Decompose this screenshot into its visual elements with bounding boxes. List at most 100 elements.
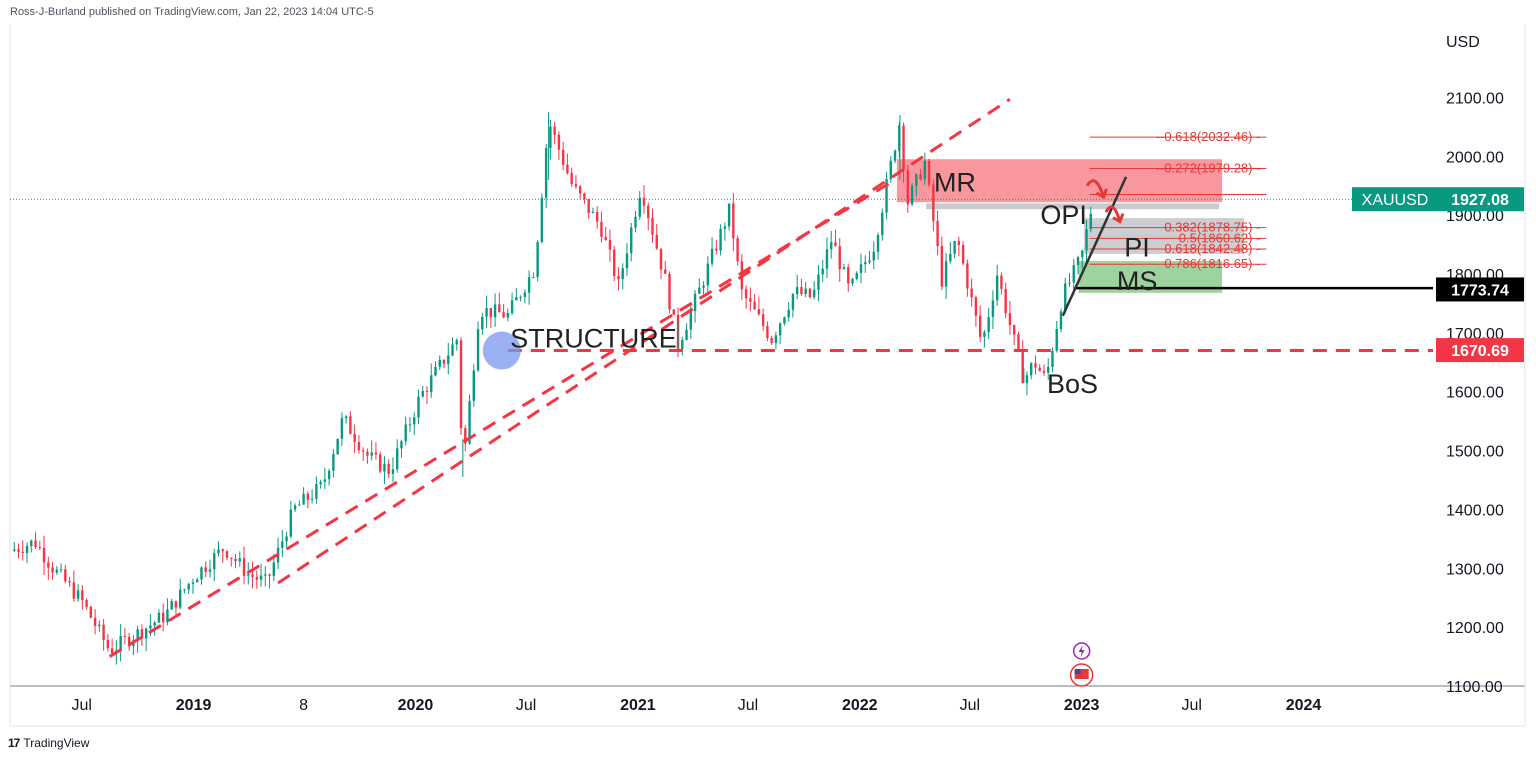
annotation-opi: OPI bbox=[1040, 200, 1087, 230]
candle-body bbox=[566, 164, 569, 174]
candle-body bbox=[578, 186, 582, 194]
candle-body bbox=[919, 174, 922, 180]
candle-body bbox=[983, 332, 986, 337]
candle-body bbox=[289, 509, 293, 537]
y-tick-label: 2000.00 bbox=[1446, 149, 1504, 166]
candle-body bbox=[255, 576, 258, 580]
candle-body bbox=[1055, 329, 1058, 351]
candle-body bbox=[732, 203, 735, 239]
candle-body bbox=[949, 253, 952, 262]
candle-body bbox=[838, 246, 841, 270]
candle-body bbox=[1072, 265, 1075, 283]
candle-body bbox=[85, 600, 88, 607]
candle-body bbox=[417, 396, 420, 418]
candle-body bbox=[217, 549, 220, 554]
price-label-bg bbox=[1436, 277, 1524, 302]
candle-body bbox=[187, 583, 190, 590]
annotation-pi: PI bbox=[1124, 232, 1150, 262]
candle-body bbox=[306, 493, 310, 500]
candle-body bbox=[302, 493, 305, 505]
y-tick-label: 1600.00 bbox=[1446, 385, 1504, 402]
candle-body bbox=[434, 366, 437, 376]
candle-body bbox=[1042, 370, 1046, 373]
candle-body bbox=[1030, 363, 1033, 376]
candle-body bbox=[51, 567, 54, 573]
candle-body bbox=[685, 329, 688, 341]
candle-body bbox=[374, 452, 378, 455]
candle-body bbox=[353, 433, 356, 443]
candle-body bbox=[442, 359, 446, 364]
candle-body bbox=[549, 126, 552, 149]
tradingview-footer[interactable]: 17 TradingView bbox=[8, 736, 89, 750]
candle-body bbox=[574, 184, 578, 187]
x-tick-label: Jul bbox=[1181, 697, 1201, 714]
candle-body bbox=[430, 375, 433, 393]
candle-body bbox=[1012, 325, 1016, 335]
candle-body bbox=[608, 239, 612, 250]
candle-body bbox=[515, 297, 518, 301]
candle-body bbox=[693, 293, 697, 312]
candle-body bbox=[127, 637, 131, 647]
candle-body bbox=[744, 289, 748, 299]
candle-body bbox=[1047, 367, 1050, 373]
candle-body bbox=[161, 612, 165, 623]
candle-body bbox=[38, 547, 41, 549]
price-axis: USD2100.002000.001900.001800.001700.0016… bbox=[1446, 34, 1504, 696]
candle-body bbox=[519, 296, 522, 298]
candle-body bbox=[595, 211, 599, 222]
x-tick-label: Jul bbox=[738, 697, 758, 714]
candle-body bbox=[315, 484, 318, 499]
candle-body bbox=[570, 173, 573, 185]
candle-body bbox=[672, 309, 675, 315]
candle-body bbox=[93, 617, 97, 627]
candle-body bbox=[906, 170, 910, 205]
symbol-label: XAUUSD bbox=[1362, 192, 1429, 209]
candle-body bbox=[378, 454, 382, 472]
price-label-bg bbox=[1436, 187, 1524, 212]
candle-body bbox=[753, 301, 756, 310]
candle-body bbox=[68, 581, 71, 583]
candle-body bbox=[1017, 334, 1020, 351]
candle-body bbox=[974, 297, 978, 316]
candle-body bbox=[17, 549, 20, 552]
candle-body bbox=[591, 211, 595, 213]
candle-body bbox=[413, 417, 416, 425]
candle-body bbox=[544, 148, 548, 198]
candle-body bbox=[864, 262, 867, 265]
fib-label: 0.5(1860.62) - bbox=[1179, 230, 1261, 245]
candle-body bbox=[213, 553, 216, 570]
candle-body bbox=[400, 441, 403, 449]
candle-body bbox=[668, 273, 671, 310]
annotation-bos: BoS bbox=[1047, 369, 1098, 399]
candle-body bbox=[230, 557, 233, 559]
candle-body bbox=[1081, 250, 1084, 258]
candle-body bbox=[455, 340, 458, 345]
candle-body bbox=[387, 463, 390, 475]
candle-body bbox=[770, 337, 773, 343]
candle-body bbox=[719, 228, 722, 251]
candle-body bbox=[804, 288, 807, 294]
candle-body bbox=[621, 268, 624, 280]
trendline bbox=[1061, 176, 1128, 317]
candle-body bbox=[157, 612, 161, 623]
candle-body bbox=[242, 558, 246, 576]
candle-body bbox=[447, 355, 450, 364]
candle-body bbox=[55, 569, 59, 573]
candle-body bbox=[855, 272, 858, 280]
annotation-mr: MR bbox=[934, 168, 976, 198]
candle-body bbox=[876, 235, 880, 252]
candle-body bbox=[98, 624, 101, 627]
candle-body bbox=[340, 418, 344, 439]
candle-body bbox=[834, 242, 837, 247]
candle-body bbox=[421, 391, 424, 397]
candle-body bbox=[604, 236, 607, 240]
zone-pi bbox=[1084, 218, 1244, 254]
candle-body bbox=[361, 450, 365, 452]
fib-label: --0.618(2032.46) - bbox=[1156, 129, 1261, 144]
candle-body bbox=[736, 238, 739, 262]
candle-body bbox=[425, 391, 429, 393]
candle-body bbox=[140, 629, 144, 639]
candle-body bbox=[89, 606, 93, 618]
candle-body bbox=[791, 294, 795, 310]
